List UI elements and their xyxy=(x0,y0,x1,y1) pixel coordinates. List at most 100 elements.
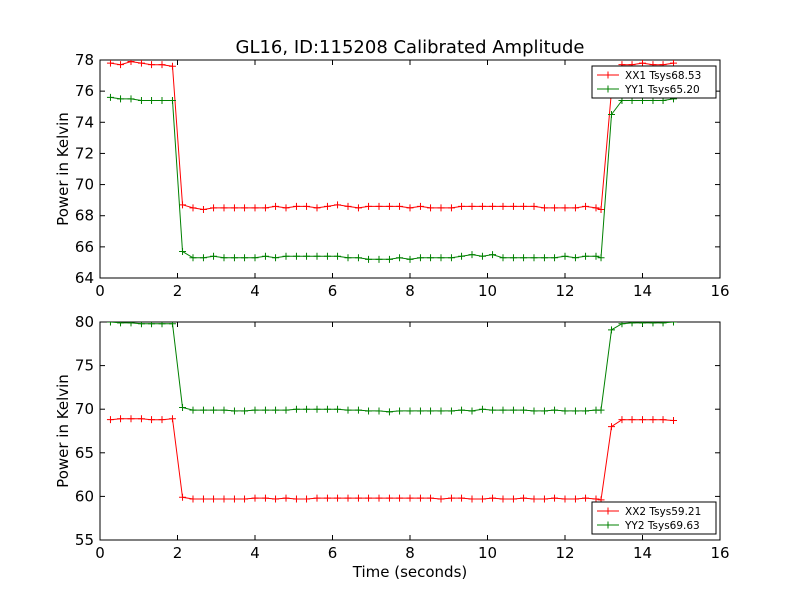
data-point-marker xyxy=(592,495,600,503)
data-point-marker xyxy=(127,95,135,103)
legend: XX2 Tsys59.21 YY2 Tsys69.63 xyxy=(591,501,717,535)
legend-label: XX1 Tsys68.53 xyxy=(625,70,701,82)
data-point-marker xyxy=(551,406,559,414)
data-point-marker xyxy=(292,202,300,210)
data-point-marker xyxy=(334,252,342,260)
data-point-marker xyxy=(530,202,538,210)
data-point-marker xyxy=(489,406,497,414)
data-point-marker xyxy=(639,416,646,424)
data-point-marker xyxy=(261,406,269,414)
data-point-marker xyxy=(551,254,559,262)
data-point-marker xyxy=(220,204,228,212)
x-tick-label: 2 xyxy=(173,544,183,562)
data-point-marker xyxy=(323,494,331,502)
legend-marker xyxy=(604,521,612,529)
data-point-marker xyxy=(272,406,280,414)
data-point-marker xyxy=(385,202,393,210)
data-point-marker xyxy=(670,417,677,425)
data-point-marker xyxy=(628,416,636,424)
data-point-marker xyxy=(478,202,486,210)
data-point-marker xyxy=(416,254,424,262)
data-point-marker xyxy=(406,494,414,502)
data-point-marker xyxy=(499,254,507,262)
y-tick-label: 80 xyxy=(75,313,94,331)
data-point-marker xyxy=(608,326,615,334)
bottom-plot: 0 2 4 6 8 10 12 14 16 55 60 65 70 75 80 Power in Kelvin… xyxy=(54,313,730,581)
data-point-marker xyxy=(241,407,249,415)
data-point-marker xyxy=(148,416,156,424)
data-point-marker xyxy=(189,406,197,414)
data-point-marker xyxy=(597,406,605,414)
data-point-marker xyxy=(179,403,187,411)
data-point-marker xyxy=(189,204,197,212)
data-point-marker xyxy=(365,407,373,415)
data-point-marker xyxy=(427,204,435,212)
data-point-marker xyxy=(168,415,176,423)
data-point-marker xyxy=(354,406,362,414)
data-point-marker xyxy=(499,495,507,503)
data-point-marker xyxy=(106,322,114,326)
data-point-marker xyxy=(639,322,646,327)
data-point-marker xyxy=(292,495,300,503)
data-point-marker xyxy=(659,416,667,424)
data-point-marker xyxy=(292,252,300,260)
data-point-marker xyxy=(468,495,476,503)
data-point-marker xyxy=(210,406,218,414)
data-point-marker xyxy=(230,495,238,503)
data-point-marker xyxy=(220,254,228,262)
data-point-marker xyxy=(158,61,166,69)
data-point-marker xyxy=(618,322,626,328)
data-point-marker xyxy=(375,407,383,415)
y-tick-label: 64 xyxy=(75,269,94,287)
data-point-marker xyxy=(230,254,238,262)
data-point-marker xyxy=(168,322,176,328)
data-point-marker xyxy=(530,495,538,503)
data-point-marker xyxy=(406,407,414,415)
data-point-marker xyxy=(375,255,383,263)
data-point-marker xyxy=(582,494,590,502)
data-point-marker xyxy=(416,407,424,415)
data-point-marker xyxy=(561,204,569,212)
data-point-marker xyxy=(251,494,259,502)
data-point-marker xyxy=(158,96,166,104)
y-tick-label: 78 xyxy=(75,51,94,69)
data-point-marker xyxy=(437,254,445,262)
data-point-marker xyxy=(478,495,486,503)
data-point-marker xyxy=(210,252,218,260)
data-point-marker xyxy=(199,495,207,503)
data-point-marker xyxy=(117,61,125,69)
data-point-marker xyxy=(509,202,517,210)
data-point-marker xyxy=(592,204,600,212)
data-point-marker xyxy=(447,407,455,415)
x-tick-label: 4 xyxy=(250,544,260,562)
data-point-marker xyxy=(396,494,404,502)
data-point-marker xyxy=(597,254,605,262)
data-point-marker xyxy=(592,252,600,260)
data-point-marker xyxy=(618,416,626,424)
y-tick-label: 75 xyxy=(75,357,94,375)
data-point-marker xyxy=(261,494,269,502)
data-point-marker xyxy=(199,254,207,262)
data-point-marker xyxy=(540,495,548,503)
data-point-marker xyxy=(344,254,352,262)
figure-title: GL16, ID:115208 Calibrated Amplitude xyxy=(236,37,585,58)
legend-box xyxy=(591,65,717,99)
data-point-marker xyxy=(416,494,424,502)
x-tick-label: 12 xyxy=(555,282,574,300)
data-point-marker xyxy=(670,60,677,67)
data-point-marker xyxy=(106,93,114,101)
data-point-marker xyxy=(323,202,331,210)
data-point-marker xyxy=(520,406,528,414)
y-axis-title: Power in Kelvin xyxy=(54,374,72,488)
y-tick-label: 76 xyxy=(75,82,94,100)
y-tick-label: 70 xyxy=(75,176,94,194)
data-point-marker xyxy=(447,204,455,212)
data-point-marker xyxy=(210,204,218,212)
legend-box xyxy=(591,501,717,535)
data-point-marker xyxy=(561,495,569,503)
data-point-marker xyxy=(354,494,362,502)
x-tick-label: 0 xyxy=(95,544,105,562)
data-point-marker xyxy=(241,204,249,212)
y-tick-label: 74 xyxy=(75,113,94,131)
data-point-marker xyxy=(106,416,114,424)
